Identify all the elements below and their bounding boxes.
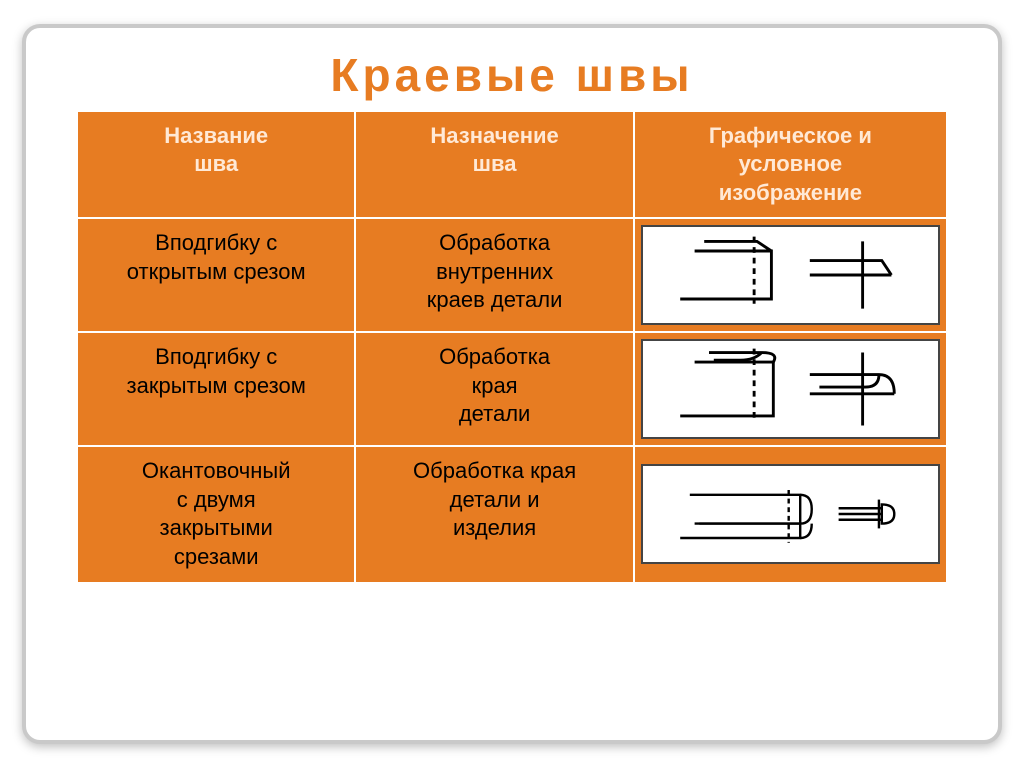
cell-text: срезами bbox=[86, 543, 346, 572]
slide-frame: Краевые швы Название шва Назначение шва … bbox=[22, 24, 1002, 744]
header-text: изображение bbox=[643, 179, 938, 208]
cell-text: Вподгибку с bbox=[86, 229, 346, 258]
header-name: Название шва bbox=[77, 111, 355, 219]
cell-text: края bbox=[364, 372, 624, 401]
header-text: Назначение bbox=[364, 122, 624, 151]
cell-text: Обработка bbox=[364, 343, 624, 372]
seams-table: Название шва Назначение шва Графическое … bbox=[76, 110, 948, 584]
cell-text: детали bbox=[364, 400, 624, 429]
header-diagram: Графическое и условное изображение bbox=[634, 111, 947, 219]
cell-diagram bbox=[634, 218, 947, 332]
header-text: шва bbox=[364, 150, 624, 179]
cell-text: Окантовочный bbox=[86, 457, 346, 486]
seam-diagram-icon bbox=[641, 339, 940, 439]
cell-text: Вподгибку с bbox=[86, 343, 346, 372]
cell-text: Обработка bbox=[364, 229, 624, 258]
cell-seam-purpose: Обработкавнутреннихкраев детали bbox=[355, 218, 633, 332]
cell-text: закрытым срезом bbox=[86, 372, 346, 401]
cell-seam-purpose: Обработкакраядетали bbox=[355, 332, 633, 446]
table-row: Вподгибку соткрытым срезомОбработкавнутр… bbox=[77, 218, 947, 332]
table-row: Окантовочныйс двумязакрытымисрезамиОбраб… bbox=[77, 446, 947, 582]
header-text: Графическое и bbox=[643, 122, 938, 151]
seam-diagram-icon bbox=[641, 464, 940, 564]
cell-diagram bbox=[634, 332, 947, 446]
cell-text: Обработка края bbox=[364, 457, 624, 486]
cell-text: детали и bbox=[364, 486, 624, 515]
header-purpose: Назначение шва bbox=[355, 111, 633, 219]
header-text: Название bbox=[86, 122, 346, 151]
cell-text: внутренних bbox=[364, 258, 624, 287]
seam-diagram-icon bbox=[641, 225, 940, 325]
cell-seam-purpose: Обработка краядетали иизделия bbox=[355, 446, 633, 582]
table-row: Вподгибку сзакрытым срезомОбработкакраяд… bbox=[77, 332, 947, 446]
cell-text: краев детали bbox=[364, 286, 624, 315]
cell-seam-name: Вподгибку соткрытым срезом bbox=[77, 218, 355, 332]
cell-text: открытым срезом bbox=[86, 258, 346, 287]
header-text: условное bbox=[643, 150, 938, 179]
slide-title: Краевые швы bbox=[76, 48, 948, 102]
header-text: шва bbox=[86, 150, 346, 179]
cell-text: изделия bbox=[364, 514, 624, 543]
cell-text: с двумя bbox=[86, 486, 346, 515]
cell-seam-name: Окантовочныйс двумязакрытымисрезами bbox=[77, 446, 355, 582]
cell-text: закрытыми bbox=[86, 514, 346, 543]
table-header-row: Название шва Назначение шва Графическое … bbox=[77, 111, 947, 219]
cell-seam-name: Вподгибку сзакрытым срезом bbox=[77, 332, 355, 446]
cell-diagram bbox=[634, 446, 947, 582]
